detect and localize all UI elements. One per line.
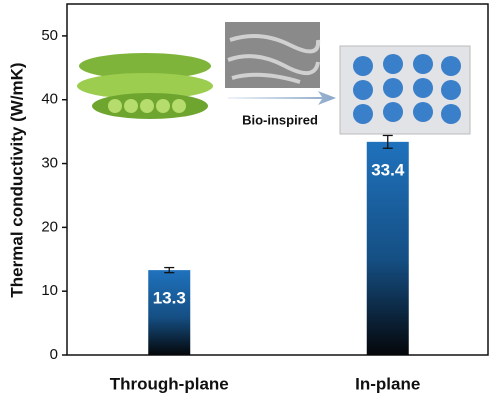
y-tick-label: 40 bbox=[41, 91, 58, 108]
arrow bbox=[228, 91, 336, 105]
annotation: Bio-inspired bbox=[242, 112, 318, 127]
error-bar bbox=[164, 266, 175, 274]
pea-pods bbox=[77, 53, 213, 119]
data-label: 33.4 bbox=[371, 160, 405, 179]
x-tick-label: In-plane bbox=[355, 374, 420, 393]
bar bbox=[148, 270, 191, 355]
y-axis-label: Thermal conductivity (W/mK) bbox=[7, 62, 26, 297]
spheres-image bbox=[339, 45, 471, 135]
data-label: 13.3 bbox=[153, 289, 186, 308]
error-bar bbox=[382, 134, 393, 149]
plot-frame bbox=[66, 3, 489, 356]
x-tick-label: Through-plane bbox=[110, 374, 229, 393]
y-tick-label: 0 bbox=[50, 346, 58, 363]
y-tick-label: 20 bbox=[41, 218, 58, 235]
bar bbox=[366, 141, 409, 355]
y-tick-label: 10 bbox=[41, 282, 58, 299]
sem-image bbox=[225, 22, 321, 88]
y-tick-label: 30 bbox=[41, 155, 58, 172]
y-tick-label: 50 bbox=[41, 27, 58, 44]
